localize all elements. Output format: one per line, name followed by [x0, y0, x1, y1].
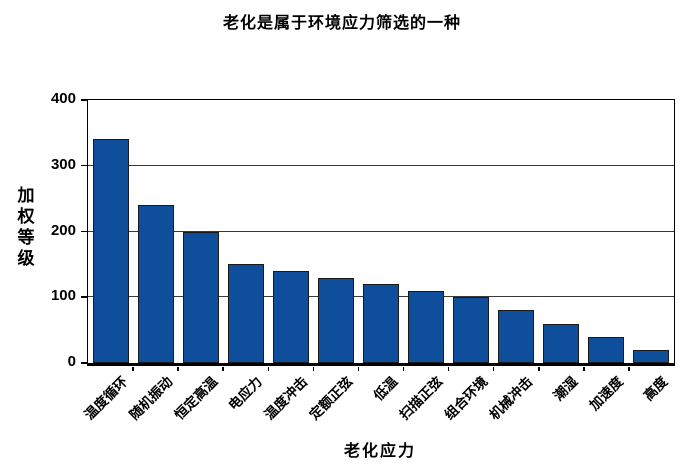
bar: [92, 139, 129, 363]
y-axis-tick: [81, 164, 87, 167]
x-axis-tick: [222, 367, 224, 371]
bar: [363, 284, 399, 363]
x-tick-label: 恒定高温: [171, 373, 221, 423]
x-tick-label: 高度: [641, 373, 671, 404]
x-axis-tick: [357, 367, 360, 371]
y-axis-tick: [81, 99, 87, 101]
y-axis-title: 加权等级: [15, 185, 37, 269]
y-tick-label: 100: [50, 287, 76, 305]
y-axis-tick: [81, 230, 87, 232]
x-axis-tick: [177, 367, 179, 371]
x-tick-label: 低温: [370, 373, 401, 404]
x-axis-tick: [583, 367, 585, 371]
bar: [137, 205, 174, 363]
chart-title: 老化是属于环境应力筛选的一种: [222, 15, 461, 32]
x-tick-label: 加速度: [586, 373, 626, 414]
y-axis-title-char: 等: [17, 228, 35, 247]
x-tick-label: 温度循环: [81, 373, 130, 423]
y-axis-title-char: 级: [17, 249, 35, 268]
x-tick-label: 潮湿: [551, 373, 581, 404]
bar: [317, 277, 354, 363]
x-axis-tick: [267, 367, 270, 371]
bar: [543, 323, 580, 363]
x-tick-label: 随机振动: [126, 373, 176, 423]
y-axis-title-char: 加: [17, 186, 35, 205]
x-axis-title: 老化应力: [343, 443, 416, 460]
plot-area: [81, 99, 675, 371]
x-axis-tick: [628, 367, 630, 371]
y-axis-tick: [81, 362, 87, 364]
x-axis-tick: [312, 367, 315, 371]
y-tick-label: 200: [50, 221, 76, 239]
bar: [227, 264, 264, 363]
bar: [408, 290, 445, 363]
bar: [272, 270, 309, 363]
gridline-200: [88, 230, 674, 232]
x-axis-tick: [132, 367, 134, 371]
y-axis-tick: [81, 296, 87, 298]
y-axis-title-char: 权: [17, 207, 35, 226]
x-axis-tick: [402, 367, 405, 371]
y-tick-label: 0: [67, 353, 76, 370]
bar: [453, 297, 490, 363]
x-axis-tick: [538, 367, 540, 371]
gridline-300: [88, 164, 674, 166]
y-tick-label: 400: [50, 90, 76, 107]
x-tick-label: 扫描正弦: [396, 373, 446, 423]
bar: [498, 310, 535, 363]
x-tick-label: 定额正弦: [306, 373, 356, 423]
bar: [633, 349, 670, 363]
x-tick-label: 温度冲击: [261, 373, 311, 423]
bar: [182, 231, 219, 363]
x-axis-tick: [447, 367, 450, 371]
x-tick-label: 机械冲击: [486, 373, 536, 423]
x-tick-label: 组合环境: [441, 373, 491, 423]
bar: [588, 336, 625, 363]
y-tick-label: 300: [50, 155, 76, 173]
x-axis-tick: [492, 367, 495, 371]
